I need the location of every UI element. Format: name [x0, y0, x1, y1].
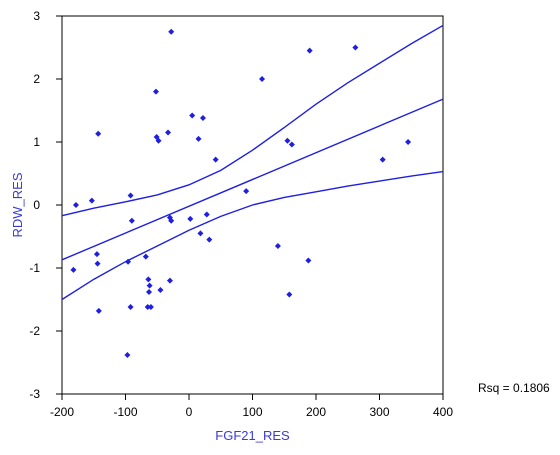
data-point	[197, 230, 204, 237]
data-point	[286, 291, 293, 298]
data-point	[145, 288, 152, 295]
data-point	[72, 202, 79, 208]
x-tick-label: 200	[306, 405, 326, 419]
y-tick-label: 2	[33, 72, 40, 86]
data-point	[95, 307, 102, 314]
data-point	[152, 88, 159, 95]
data-point	[142, 253, 149, 260]
data-point	[168, 28, 175, 35]
data-point	[243, 188, 250, 195]
data-point	[144, 304, 151, 311]
y-tick-label: 0	[33, 198, 40, 212]
data-point	[146, 282, 153, 289]
data-point	[145, 276, 152, 283]
data-point	[274, 242, 281, 249]
data-point	[93, 251, 100, 258]
data-point	[128, 217, 135, 224]
x-tick-label: 100	[242, 405, 262, 419]
data-point	[127, 192, 134, 199]
y-tick-label: 3	[33, 9, 40, 23]
data-point	[147, 304, 154, 311]
data-point	[127, 304, 134, 311]
data-point	[168, 217, 175, 224]
data-point	[187, 215, 194, 222]
y-axis: -3 -2 -1 0 1 2 3	[29, 9, 62, 401]
x-axis-title: FGF21_RES	[215, 428, 290, 443]
y-axis-title: RDW_RES	[10, 172, 25, 237]
y-tick-label: 1	[33, 135, 40, 149]
data-point	[165, 129, 172, 136]
data-point	[259, 76, 266, 82]
rsq-annotation: Rsq = 0.1806	[478, 381, 550, 395]
data-point	[95, 130, 102, 137]
y-tick-label: -2	[29, 324, 40, 338]
data-point	[305, 257, 312, 264]
data-point	[189, 112, 196, 119]
x-tick-label: -100	[113, 405, 137, 419]
x-tick-label: 400	[433, 405, 453, 419]
data-point	[88, 197, 95, 204]
regression-line	[61, 98, 444, 261]
x-tick-label: 0	[186, 405, 193, 419]
data-point	[195, 135, 202, 142]
data-point	[206, 236, 213, 243]
data-point	[306, 47, 313, 54]
regression-line-group	[61, 98, 444, 261]
data-point	[284, 137, 291, 144]
data-point	[352, 44, 359, 51]
data-point	[379, 156, 386, 163]
ci-upper-line	[61, 24, 444, 217]
y-tick-label: -1	[29, 261, 40, 275]
data-point	[199, 115, 206, 122]
data-point	[203, 211, 210, 218]
y-tick-label: -3	[29, 387, 40, 401]
data-point	[70, 266, 77, 273]
data-point	[155, 137, 162, 144]
data-point	[405, 139, 412, 145]
data-point	[94, 260, 101, 267]
data-point	[212, 156, 219, 163]
data-points	[70, 28, 412, 358]
data-point	[288, 141, 295, 148]
data-point	[124, 351, 131, 358]
data-point	[166, 277, 173, 284]
data-point	[157, 287, 164, 294]
x-axis: -200 -100 0 100 200 300 400	[50, 394, 453, 419]
x-tick-label: 300	[369, 405, 389, 419]
confidence-interval-lines	[61, 24, 444, 301]
data-point	[125, 258, 132, 265]
x-tick-label: -200	[50, 405, 74, 419]
